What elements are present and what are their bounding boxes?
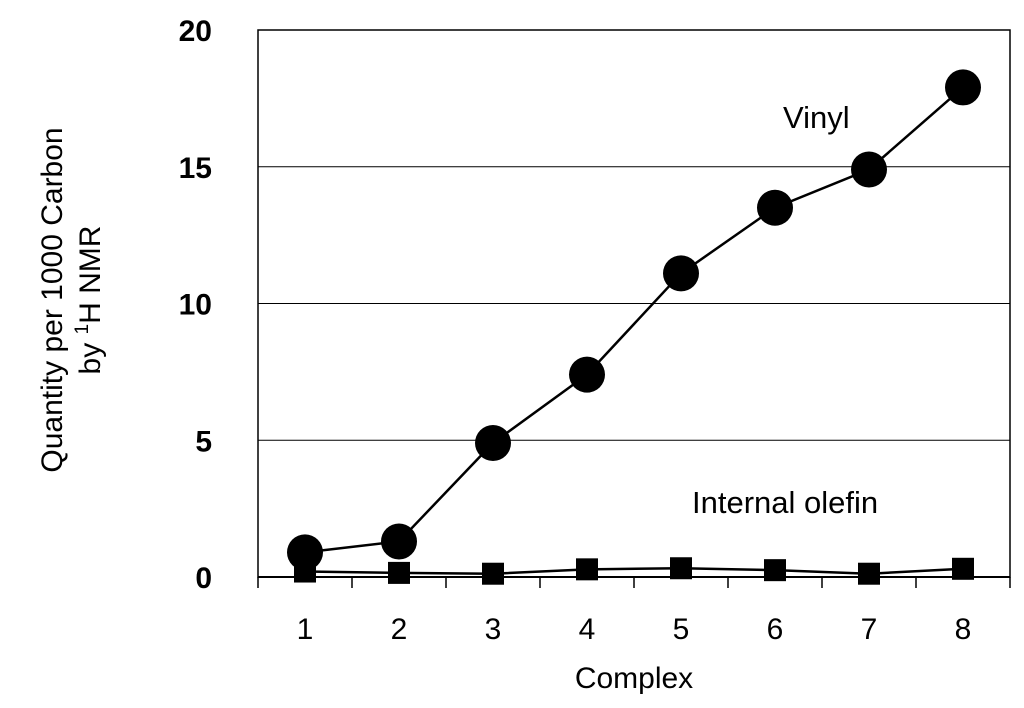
series-line bbox=[304, 566, 964, 575]
series-label-vinyl: Vinyl bbox=[783, 100, 850, 135]
x-axis bbox=[257, 576, 1011, 588]
y-axis-ticks: 0 5 10 15 20 bbox=[179, 15, 212, 595]
x-tick-label: 4 bbox=[579, 613, 596, 646]
data-point bbox=[576, 558, 598, 581]
x-tick-label: 6 bbox=[767, 613, 784, 646]
y-axis-label-suffix: H NMR bbox=[74, 226, 107, 324]
data-point bbox=[757, 189, 793, 226]
x-tick-label: 5 bbox=[673, 613, 690, 646]
y-axis-label-prefix: by bbox=[74, 334, 107, 374]
x-axis-label: Complex bbox=[575, 662, 693, 695]
y-axis-label-line1: Quantity per 1000 Carbon bbox=[36, 127, 69, 472]
data-point bbox=[945, 69, 981, 106]
y-tick-label: 5 bbox=[195, 425, 212, 458]
x-tick-label: 2 bbox=[391, 613, 408, 646]
y-tick-label: 10 bbox=[179, 289, 212, 322]
data-point bbox=[670, 557, 692, 580]
series-internal-olefin bbox=[294, 557, 974, 585]
y-tick-label: 15 bbox=[179, 152, 212, 185]
data-point bbox=[482, 562, 504, 585]
grid-lines bbox=[258, 166, 1010, 441]
data-point bbox=[381, 523, 417, 560]
data-point bbox=[663, 255, 699, 292]
data-point bbox=[858, 562, 880, 585]
y-tick-label: 0 bbox=[195, 562, 212, 595]
data-point bbox=[569, 356, 605, 393]
data-point bbox=[475, 424, 511, 461]
data-point bbox=[764, 559, 786, 582]
data-point bbox=[851, 151, 887, 188]
data-point bbox=[388, 561, 410, 584]
series-label-internal-olefin: Internal olefin bbox=[692, 485, 878, 520]
y-axis-label-superscript: 1 bbox=[72, 324, 93, 335]
x-tick-label: 1 bbox=[297, 613, 314, 646]
y-tick-label: 20 bbox=[179, 15, 212, 48]
x-tick-label: 7 bbox=[861, 613, 878, 646]
series-layer bbox=[287, 69, 981, 585]
data-point bbox=[952, 557, 974, 580]
x-tick-label: 3 bbox=[485, 613, 502, 646]
y-axis-label-line2: by 1H NMR bbox=[72, 226, 107, 375]
x-tick-label: 8 bbox=[955, 613, 972, 646]
y-axis-label: Quantity per 1000 Carbon by 1H NMR bbox=[36, 127, 107, 472]
x-axis-ticks: 1 2 3 4 5 6 7 8 bbox=[297, 613, 972, 646]
data-point bbox=[294, 560, 316, 583]
